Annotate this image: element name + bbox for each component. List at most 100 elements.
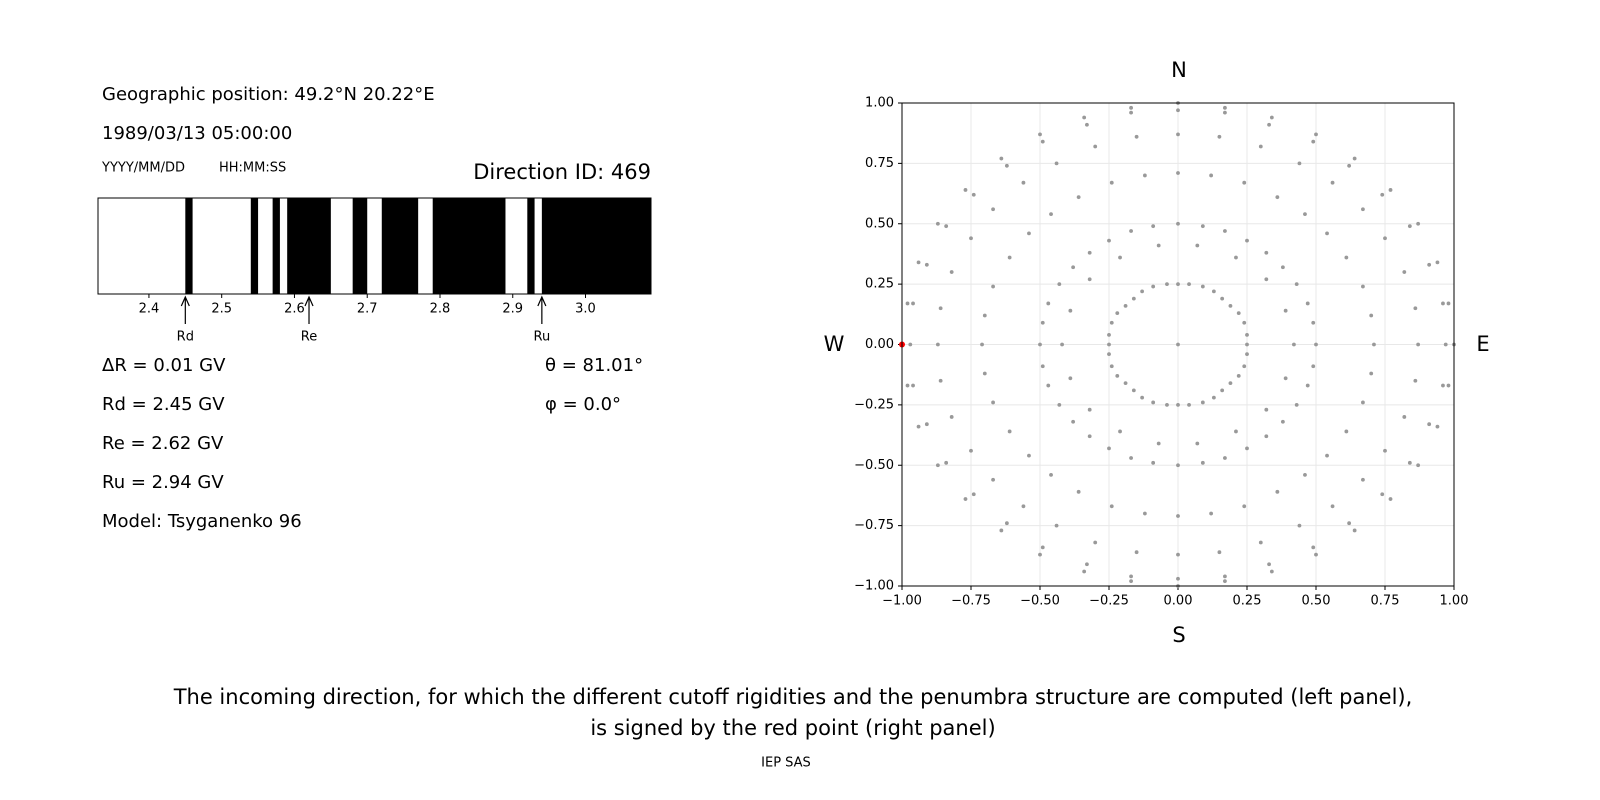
direction-point xyxy=(1372,342,1376,347)
direction-point xyxy=(1176,552,1180,557)
direction-point xyxy=(1264,250,1269,255)
direction-point xyxy=(1234,429,1238,434)
direction-point xyxy=(1057,402,1062,407)
direction-point xyxy=(1223,579,1227,584)
direction-point xyxy=(969,236,973,241)
direction-point xyxy=(1283,376,1288,381)
direction-point xyxy=(1054,161,1059,166)
x-tick-label: 0.75 xyxy=(1371,594,1400,609)
direction-point xyxy=(1380,492,1385,497)
footer: IEP SAS xyxy=(761,756,811,771)
direction-point xyxy=(1402,415,1407,419)
direction-point xyxy=(1176,132,1180,137)
direction-point xyxy=(1383,448,1387,453)
direction-point xyxy=(1071,419,1076,424)
direction-point xyxy=(1107,352,1111,357)
direction-point xyxy=(1027,453,1031,458)
direction-point xyxy=(1311,364,1316,369)
direction-point xyxy=(1187,282,1191,287)
direction-point xyxy=(1087,250,1092,255)
direction-point xyxy=(1176,108,1180,113)
direction-point xyxy=(1140,289,1145,294)
direction-point xyxy=(1297,523,1302,528)
direction-point xyxy=(1151,224,1156,229)
direction-point xyxy=(1223,229,1227,233)
direction-point xyxy=(971,192,976,197)
direction-point xyxy=(1267,122,1271,127)
direction-point xyxy=(999,156,1004,161)
direction-point xyxy=(1280,265,1285,270)
direction-point xyxy=(1314,342,1318,347)
direction-point xyxy=(1361,400,1365,405)
direction-point xyxy=(1115,373,1120,378)
cutoff-label: Rd xyxy=(177,330,194,345)
compass-w: W xyxy=(824,332,845,356)
direction-point xyxy=(1076,489,1081,494)
direction-point xyxy=(1361,284,1365,289)
direction-point xyxy=(1330,504,1335,509)
date-format: YYYY/MM/DD xyxy=(101,161,185,176)
direction-point xyxy=(1407,460,1412,465)
direction-point xyxy=(1223,574,1227,579)
direction-point xyxy=(1109,320,1114,325)
direction-point xyxy=(1093,540,1098,545)
direction-point xyxy=(1004,521,1009,526)
cutoff-label: Ru xyxy=(534,330,551,345)
direction-point xyxy=(1217,134,1222,139)
direction-point xyxy=(1004,163,1009,168)
direction-point xyxy=(1165,402,1169,407)
direction-point xyxy=(1325,453,1329,458)
direction-point xyxy=(1057,282,1062,287)
direction-point xyxy=(1236,373,1241,378)
compass-s: S xyxy=(1172,623,1185,647)
direction-point xyxy=(991,400,995,405)
direction-point xyxy=(1443,342,1448,347)
direction-point xyxy=(1245,238,1249,243)
direction-point xyxy=(1347,521,1352,526)
direction-point xyxy=(1040,320,1045,325)
direction-point xyxy=(1054,523,1059,528)
direction-point xyxy=(1109,504,1114,509)
direction-point xyxy=(1303,473,1307,477)
direction-point xyxy=(1416,342,1421,347)
direction-point xyxy=(1021,504,1026,509)
direction-point xyxy=(1027,231,1031,236)
x-tick-label: 0.50 xyxy=(1302,594,1331,609)
direction-point xyxy=(1118,429,1122,434)
direction-point xyxy=(1049,473,1053,477)
direction-point xyxy=(1085,562,1089,567)
direction-point xyxy=(1294,282,1299,287)
y-tick-label: 0.25 xyxy=(865,277,894,292)
direction-point xyxy=(1383,236,1387,241)
re: Re = 2.62 GV xyxy=(102,433,224,454)
direction-point xyxy=(1280,419,1285,424)
direction-point xyxy=(1264,277,1269,282)
direction-point xyxy=(935,463,940,468)
direction-point xyxy=(935,221,940,226)
direction-point xyxy=(1223,456,1227,460)
x-tick-label: 2.4 xyxy=(139,302,160,317)
direction-point xyxy=(1325,231,1329,236)
direction-point xyxy=(1040,139,1045,144)
cutoff-arrow xyxy=(304,295,314,324)
direction-point xyxy=(1209,173,1214,178)
direction-point xyxy=(1311,139,1316,144)
direction-point xyxy=(1107,332,1111,337)
cutoff-label: Re xyxy=(301,330,317,345)
direction-point xyxy=(1242,320,1247,325)
x-tick-label: 2.6 xyxy=(284,302,305,317)
position: Geographic position: 49.2°N 20.22°E xyxy=(102,84,435,105)
y-tick-label: 0.50 xyxy=(865,216,894,231)
compass-e: E xyxy=(1476,332,1489,356)
direction-point xyxy=(1129,574,1133,579)
direction-point xyxy=(1046,383,1051,388)
direction-point xyxy=(1123,381,1128,386)
x-tick-label: 2.7 xyxy=(357,302,378,317)
direction-point xyxy=(938,378,943,383)
direction-point xyxy=(1388,497,1393,501)
forbidden-band xyxy=(381,198,419,294)
y-tick-label: 0.75 xyxy=(865,156,894,171)
direction-point xyxy=(1236,311,1241,316)
direction-point xyxy=(911,383,915,388)
